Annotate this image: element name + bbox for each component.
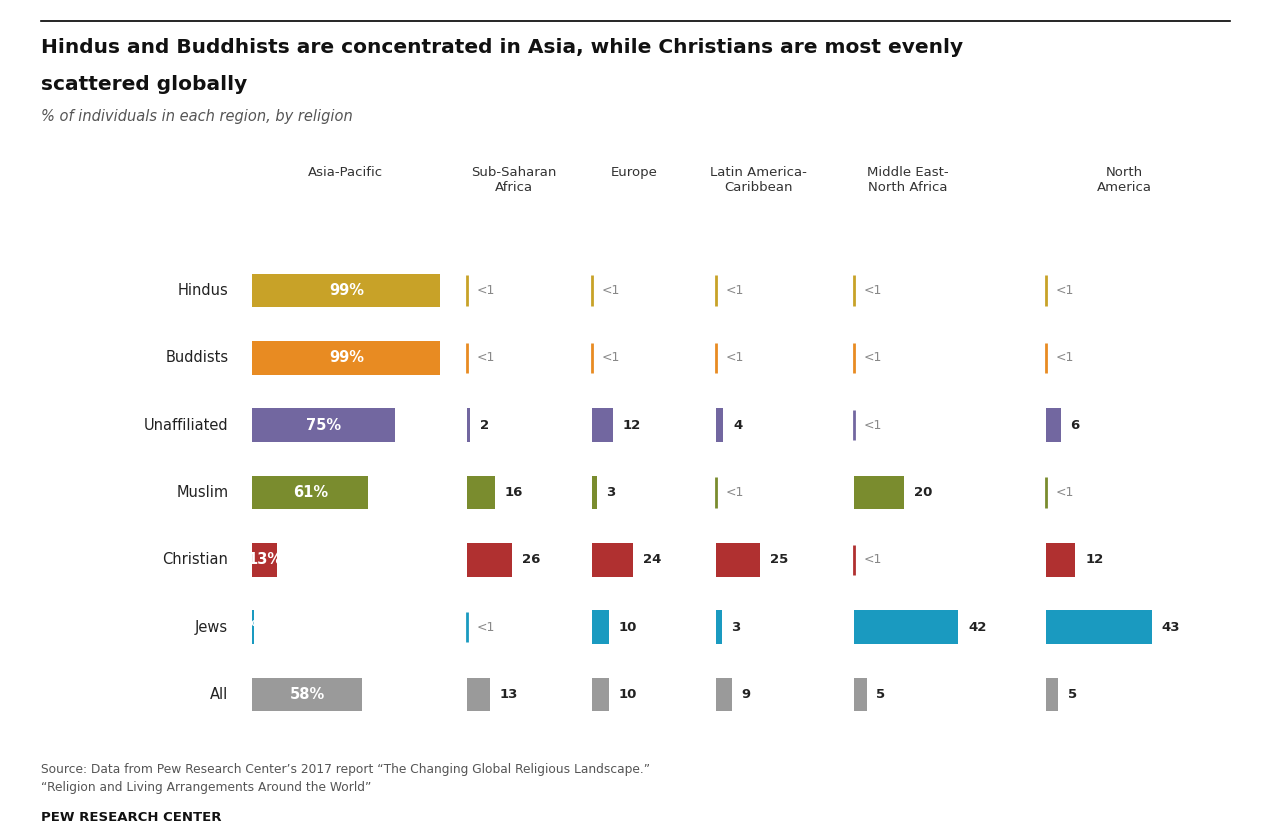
Text: 10: 10 xyxy=(619,688,637,701)
Bar xyxy=(252,341,440,375)
Text: 10: 10 xyxy=(619,621,637,634)
Text: 58%: 58% xyxy=(290,687,325,702)
Text: Hindus: Hindus xyxy=(178,283,228,298)
Text: scattered globally: scattered globally xyxy=(41,75,247,95)
Text: Sub-Saharan
Africa: Sub-Saharan Africa xyxy=(472,166,557,194)
Text: 20: 20 xyxy=(913,486,932,499)
Bar xyxy=(1046,610,1153,644)
Text: “Religion and Living Arrangements Around the World”: “Religion and Living Arrangements Around… xyxy=(41,781,372,794)
Text: 6: 6 xyxy=(1070,419,1079,432)
Text: 16: 16 xyxy=(505,486,522,499)
Text: <1: <1 xyxy=(864,284,883,297)
Text: <1: <1 xyxy=(601,351,620,365)
Text: 5: 5 xyxy=(876,688,885,701)
Text: Middle East-
North Africa: Middle East- North Africa xyxy=(867,166,948,194)
Text: <1: <1 xyxy=(601,284,620,297)
Text: Europe: Europe xyxy=(610,166,657,179)
Text: <1: <1 xyxy=(477,284,495,297)
Text: 25: 25 xyxy=(770,553,787,566)
Bar xyxy=(467,678,489,711)
Text: 12: 12 xyxy=(1085,553,1103,566)
Text: <1: <1 xyxy=(477,621,495,634)
Bar xyxy=(1046,678,1058,711)
Text: 4: 4 xyxy=(733,419,742,432)
Bar xyxy=(592,543,634,577)
Bar xyxy=(1046,543,1075,577)
Bar xyxy=(252,610,255,644)
Text: PEW RESEARCH CENTER: PEW RESEARCH CENTER xyxy=(41,811,221,825)
Bar xyxy=(252,543,278,577)
Text: 12: 12 xyxy=(623,419,640,432)
Text: Buddists: Buddists xyxy=(165,350,228,365)
Text: 26: 26 xyxy=(522,553,540,566)
Bar xyxy=(716,408,723,442)
Text: 9: 9 xyxy=(742,688,751,701)
Text: Unaffiliated: Unaffiliated xyxy=(143,417,228,432)
Bar xyxy=(716,678,732,711)
Text: 2: 2 xyxy=(481,419,489,432)
Text: 43: 43 xyxy=(1161,621,1181,634)
Bar xyxy=(252,274,440,308)
Text: Source: Data from Pew Research Center’s 2017 report “The Changing Global Religio: Source: Data from Pew Research Center’s … xyxy=(41,763,649,776)
Text: <1: <1 xyxy=(727,486,744,499)
Text: 99%: 99% xyxy=(328,350,364,365)
Bar xyxy=(716,610,721,644)
Text: <1: <1 xyxy=(864,419,883,432)
Bar xyxy=(467,408,470,442)
Text: <1: <1 xyxy=(864,553,883,566)
Bar xyxy=(855,610,959,644)
Text: Jews: Jews xyxy=(195,619,228,634)
Text: 3: 3 xyxy=(732,621,741,634)
Text: <1: <1 xyxy=(864,351,883,365)
Text: All: All xyxy=(210,687,228,702)
Text: 24: 24 xyxy=(643,553,662,566)
Bar xyxy=(252,678,363,711)
Text: 99%: 99% xyxy=(328,283,364,298)
Bar xyxy=(592,610,609,644)
Text: 3: 3 xyxy=(606,486,616,499)
Text: <1: <1 xyxy=(1055,351,1074,365)
Bar xyxy=(855,476,904,510)
Text: 5: 5 xyxy=(1068,688,1077,701)
Text: 13%: 13% xyxy=(247,552,283,567)
Text: <1: <1 xyxy=(727,284,744,297)
Bar xyxy=(716,543,760,577)
Text: 61%: 61% xyxy=(293,485,328,500)
Bar xyxy=(592,476,597,510)
Text: 42: 42 xyxy=(967,621,987,634)
Text: 75%: 75% xyxy=(306,417,341,432)
Bar xyxy=(592,678,609,711)
Bar xyxy=(467,543,512,577)
Bar xyxy=(252,408,394,442)
Text: 1%: 1% xyxy=(241,619,266,634)
Text: % of individuals in each region, by religion: % of individuals in each region, by reli… xyxy=(41,109,353,124)
Text: <1: <1 xyxy=(727,351,744,365)
Text: Asia-Pacific: Asia-Pacific xyxy=(308,166,383,179)
Bar xyxy=(252,476,368,510)
Text: Muslim: Muslim xyxy=(176,485,228,500)
Bar xyxy=(592,408,612,442)
Text: <1: <1 xyxy=(1055,486,1074,499)
Bar xyxy=(467,476,495,510)
Bar xyxy=(1046,408,1060,442)
Bar xyxy=(855,678,867,711)
Text: <1: <1 xyxy=(1055,284,1074,297)
Text: North
America: North America xyxy=(1097,166,1151,194)
Text: 13: 13 xyxy=(500,688,517,701)
Text: Latin America-
Caribbean: Latin America- Caribbean xyxy=(710,166,808,194)
Text: <1: <1 xyxy=(477,351,495,365)
Text: Christian: Christian xyxy=(162,552,228,567)
Text: Hindus and Buddhists are concentrated in Asia, while Christians are most evenly: Hindus and Buddhists are concentrated in… xyxy=(41,38,962,57)
